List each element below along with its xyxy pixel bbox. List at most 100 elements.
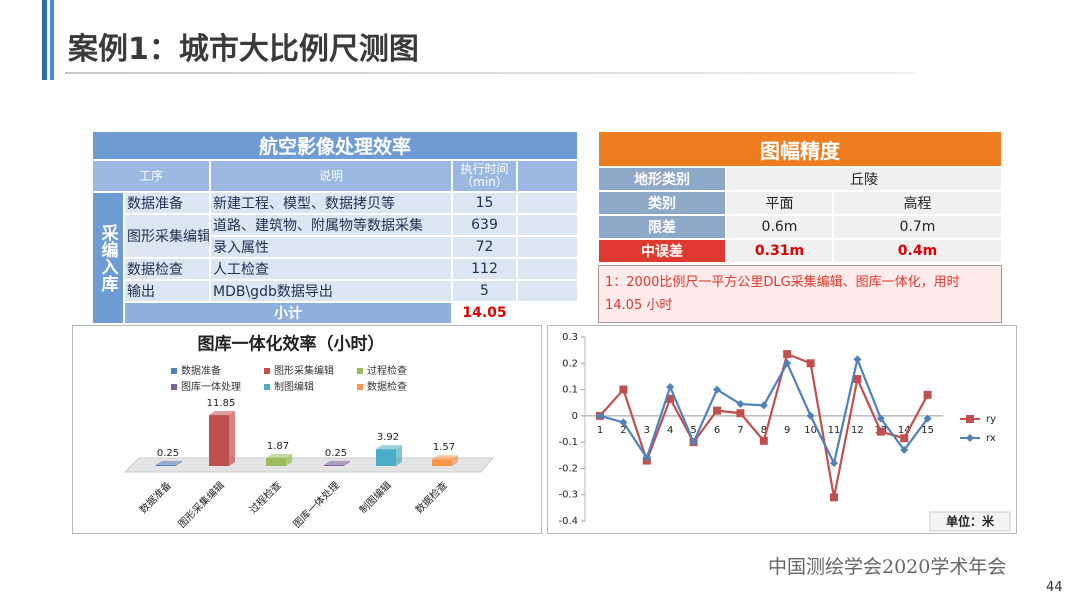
bar-face xyxy=(452,455,458,466)
table-row: 录入属性 72 xyxy=(92,235,580,259)
header-blank xyxy=(515,159,580,193)
value-label: 11.85 xyxy=(207,398,236,409)
point xyxy=(596,411,604,420)
legend-label: 数据准备 xyxy=(181,364,221,377)
point xyxy=(642,453,651,462)
x-tick-label: 数据检查 xyxy=(412,479,449,516)
footer-org: 中国测绘学会2020学术年会 xyxy=(768,556,1007,578)
accuracy-table: 图幅精度 地形类别 丘陵 类别 平面 高程 限差 0.6m 0.7m 中误差 0.31m 0.4m xyxy=(597,130,1003,264)
y-tick-label: -0.4 xyxy=(558,516,578,527)
point xyxy=(666,394,675,403)
x-tick-label: 15 xyxy=(921,425,934,436)
legend-swatch xyxy=(264,384,270,390)
row-label: 地形类别 xyxy=(597,166,727,192)
table-row: 图形采集编辑 道路、建筑物、附属物等数据采集 639 xyxy=(92,213,580,259)
point xyxy=(853,355,862,364)
point xyxy=(830,459,838,468)
step-time: 5 xyxy=(451,279,518,303)
step-desc: 人工检查 xyxy=(209,257,453,281)
legend-swatch xyxy=(171,384,177,390)
value-label: 1.57 xyxy=(433,442,455,453)
column-header: 执行时间（min） xyxy=(451,159,518,193)
step-desc: 录入属性 xyxy=(209,235,453,259)
table-title: 航空影像处理效率 xyxy=(90,130,580,161)
x-tick-label: 10 xyxy=(804,425,817,436)
point xyxy=(619,418,628,427)
x-tick-label: 1 xyxy=(597,425,603,436)
point xyxy=(736,409,745,418)
y-tick-label: -0.2 xyxy=(558,463,578,474)
legend-label: 图库一体处理 xyxy=(181,380,241,393)
unit-note: 单位：米 xyxy=(946,514,995,529)
x-tick-label: 2 xyxy=(620,425,626,436)
x-tick-label: 9 xyxy=(784,425,790,436)
bar-face xyxy=(229,411,235,466)
point xyxy=(923,390,932,399)
bar xyxy=(156,460,182,466)
step-time: 639 xyxy=(451,213,518,237)
step-name: 数据检查 xyxy=(123,257,211,281)
point xyxy=(806,411,815,420)
bar-face xyxy=(209,415,229,466)
bar-face xyxy=(286,453,292,466)
blank-cell xyxy=(515,301,580,325)
row-label: 类别 xyxy=(597,190,727,216)
x-tick-label: 5 xyxy=(690,425,696,436)
bar-face xyxy=(156,464,176,466)
legend-swatch xyxy=(357,384,363,390)
bar-face xyxy=(209,411,235,416)
bar xyxy=(209,411,235,466)
step-time: 112 xyxy=(451,257,518,281)
point xyxy=(876,414,885,423)
y-tick-label: 0 xyxy=(572,411,578,422)
point xyxy=(783,359,792,368)
x-tick-label: 数据准备 xyxy=(136,479,173,516)
table-row: 数据检查 人工检查 112 xyxy=(92,257,580,281)
table-row: 地形类别 丘陵 xyxy=(597,166,1003,192)
bar-face xyxy=(344,460,350,466)
accuracy-note: 1：2000比例尺一平方公里DLG采集编辑、图库一体化，用时14.05 小时 xyxy=(598,265,1002,323)
table-title: 图幅精度 xyxy=(597,130,1003,168)
step-desc: 道路、建筑物、附属物等数据采集 xyxy=(209,213,453,237)
legend-marker xyxy=(966,415,974,423)
group-label: 采编入库 xyxy=(91,191,125,325)
y-tick-label: 0.2 xyxy=(562,358,578,369)
point xyxy=(806,359,815,368)
point xyxy=(619,385,628,394)
legend-label: 过程检查 xyxy=(367,364,407,377)
legend-label: 数据检查 xyxy=(367,380,407,393)
bar-face xyxy=(324,464,344,466)
page-number: 44 xyxy=(1046,580,1063,595)
x-tick-label: 11 xyxy=(828,425,841,436)
line-chart: -0.4-0.3-0.2-0.100.10.20.31 2 3 4 5 6 7 8 9 10 11 1… xyxy=(547,325,1017,534)
blank-cell xyxy=(515,235,580,259)
chart-title: 图库一体化效率（小时） xyxy=(198,334,385,355)
series-line xyxy=(599,355,929,467)
point xyxy=(666,382,675,391)
row-value: 高程 xyxy=(832,190,1003,216)
y-tick-label: 0.1 xyxy=(562,385,578,396)
bar-face xyxy=(266,457,286,466)
x-tick-label: 制图编辑 xyxy=(356,479,393,516)
x-tick-label: 3 xyxy=(644,425,650,436)
step-time: 15 xyxy=(451,191,518,215)
table-row: 采编入库 数据准备 新建工程、模型、数据拷贝等 15 xyxy=(91,191,580,325)
legend-swatch xyxy=(171,368,177,374)
blank-cell xyxy=(515,279,580,303)
table-row: 中误差 0.31m 0.4m xyxy=(597,238,1003,264)
legend-label: 图形采集编辑 xyxy=(274,364,334,377)
table-row: 图幅精度 xyxy=(597,130,1003,168)
x-tick-label: 图形采集编辑 xyxy=(175,479,227,531)
bar-face xyxy=(396,445,402,466)
table-row: 工序 说明 执行时间（min） xyxy=(91,159,580,193)
bar-face xyxy=(432,455,458,460)
point xyxy=(900,434,909,443)
table-row: 输出 MDB\gdb数据导出 5 xyxy=(92,279,580,303)
point xyxy=(736,400,745,409)
bar-face xyxy=(376,449,396,466)
row-label: 限差 xyxy=(597,214,727,240)
legend-swatch xyxy=(264,368,270,374)
table-row: 航空影像处理效率 xyxy=(90,130,580,161)
step-time: 72 xyxy=(451,235,518,259)
